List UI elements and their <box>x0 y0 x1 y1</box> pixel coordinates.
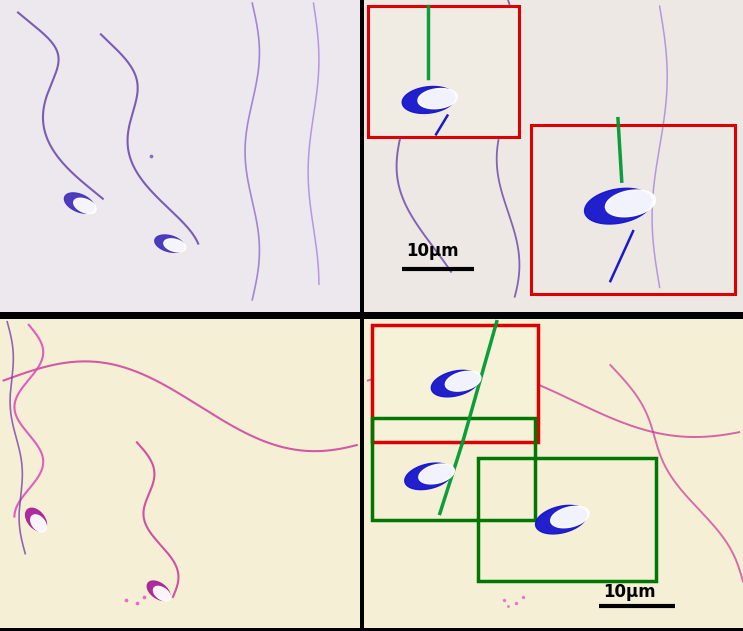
Polygon shape <box>74 198 96 213</box>
Bar <box>531 125 736 293</box>
Polygon shape <box>551 506 589 528</box>
Polygon shape <box>418 88 458 109</box>
Bar <box>372 418 534 520</box>
Polygon shape <box>147 581 170 601</box>
Polygon shape <box>536 505 587 534</box>
Bar <box>372 325 539 442</box>
Bar <box>478 458 656 582</box>
Polygon shape <box>26 509 46 531</box>
Polygon shape <box>155 235 184 252</box>
Polygon shape <box>585 188 652 224</box>
Polygon shape <box>164 239 186 252</box>
Bar <box>368 6 519 138</box>
Polygon shape <box>445 371 481 391</box>
Polygon shape <box>30 515 46 532</box>
Polygon shape <box>405 463 452 490</box>
Polygon shape <box>606 190 655 217</box>
Text: 10μm: 10μm <box>406 242 458 260</box>
Polygon shape <box>419 464 455 484</box>
Polygon shape <box>154 586 170 601</box>
Polygon shape <box>432 370 478 397</box>
Polygon shape <box>402 86 455 114</box>
Polygon shape <box>65 193 94 213</box>
Text: 10μm: 10μm <box>603 583 655 601</box>
